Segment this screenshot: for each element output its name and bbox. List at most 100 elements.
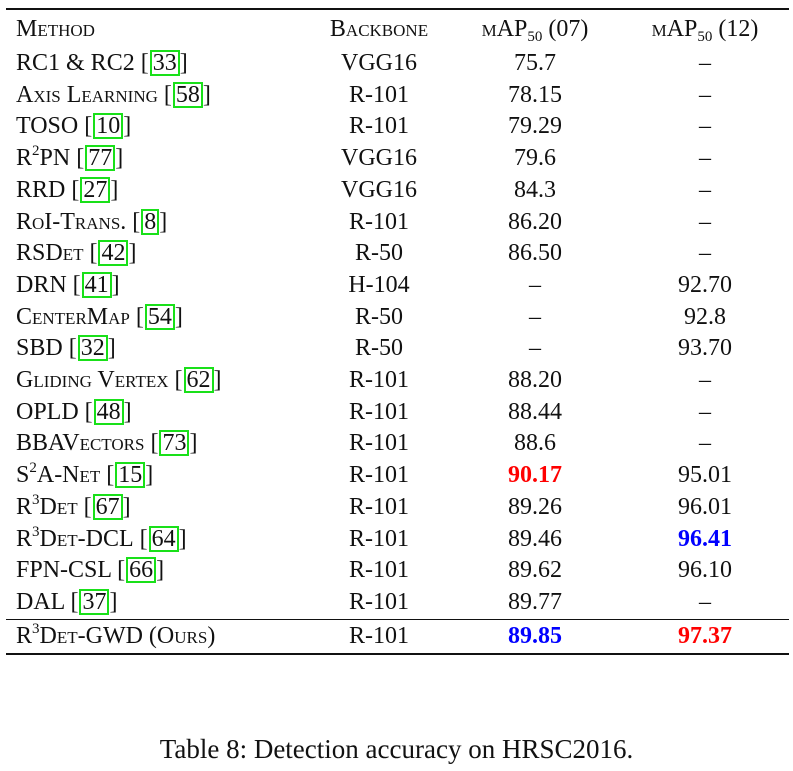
map07-value: –	[529, 303, 541, 330]
table-row: OPLD [48] R-101 88.44 –	[6, 397, 789, 429]
citation-link[interactable]: 54	[144, 303, 175, 330]
map12-cell: –	[621, 428, 789, 460]
method-cell: CenterMap [54]	[16, 303, 183, 330]
backbone-value: R-101	[349, 622, 409, 649]
method-name: TOSO	[16, 113, 79, 140]
map12-cell: –	[621, 175, 789, 207]
table-row: TOSO [10] R-101 79.29 –	[6, 111, 789, 143]
citation-link[interactable]: 33	[149, 50, 180, 76]
method-name: DRN	[16, 271, 67, 298]
mid-rule	[6, 618, 789, 620]
citation-link[interactable]: 15	[115, 462, 146, 489]
table-row: CenterMap [54] R-50 – 92.8	[6, 302, 789, 334]
citation-link[interactable]: 64	[148, 525, 179, 552]
header-row: Method Backbone mAP50 (07) mAP50 (12)	[6, 10, 789, 48]
method-name: RRD	[16, 176, 66, 203]
header-map07-prefix: mAP	[481, 16, 528, 42]
method-cell: RRD [27]	[16, 176, 119, 203]
map12-value: –	[699, 81, 711, 108]
backbone-value: R-101	[349, 113, 409, 140]
citation-link[interactable]: 73	[159, 430, 190, 457]
backbone-value: R-101	[349, 462, 409, 489]
hrsc2016-table: Method Backbone mAP50 (07) mAP50 (12) RC…	[6, 10, 789, 619]
backbone-cell: R-101	[309, 207, 449, 239]
citation-link[interactable]: 62	[183, 367, 214, 394]
backbone-value: R-101	[349, 588, 409, 615]
map12-cell: 92.70	[621, 270, 789, 302]
backbone-value: R-101	[349, 525, 409, 552]
backbone-value: R-101	[349, 398, 409, 425]
map07-cell: 88.20	[449, 365, 621, 397]
method-cell: RC1 & RC2 [33]	[16, 50, 188, 76]
map12-value: –	[699, 398, 711, 425]
backbone-value: VGG16	[341, 145, 417, 172]
method-name-suffix: PN	[39, 145, 71, 172]
table-row: RoI-Trans. [8] R-101 86.20 –	[6, 207, 789, 239]
backbone-cell: VGG16	[309, 143, 449, 175]
map07-cell: 88.6	[449, 428, 621, 460]
method-cell: R3Det-DCL [64]	[16, 523, 187, 552]
method-name: FPN-CSL	[16, 557, 112, 584]
method-cell: DRN [41]	[16, 271, 120, 298]
citation-link[interactable]: 42	[98, 240, 129, 267]
map12-cell: –	[621, 587, 789, 619]
citation-link[interactable]: 37	[79, 588, 110, 615]
header-map07: mAP50 (07)	[449, 10, 621, 48]
backbone-value: VGG16	[341, 50, 417, 76]
method-name: DAL	[16, 588, 65, 615]
bottom-rule	[6, 652, 789, 655]
citation-link[interactable]: 41	[81, 271, 112, 298]
map07-value: 90.17	[508, 462, 562, 489]
citation-link[interactable]: 32	[77, 335, 108, 362]
map07-cell: 78.15	[449, 80, 621, 112]
map12-value: 96.10	[678, 557, 732, 584]
citation-link[interactable]: 27	[80, 176, 111, 203]
map12-cell: –	[621, 207, 789, 239]
map07-value: –	[529, 271, 541, 298]
method-cell: RSDet [42]	[16, 240, 137, 267]
backbone-value: R-50	[355, 303, 403, 330]
method-name: R	[16, 493, 33, 520]
citation-link[interactable]: 8	[141, 208, 160, 235]
map12-value: 95.01	[678, 462, 732, 489]
map12-cell: 96.01	[621, 492, 789, 524]
method-cell: BBAVectors [73]	[16, 430, 198, 457]
citation-link[interactable]: 77	[85, 145, 116, 172]
map07-cell: 79.6	[449, 143, 621, 175]
ours-body: R3Det-GWD (Ours) R-101 89.85 97.37	[6, 620, 789, 653]
map07-cell: 89.85	[449, 620, 621, 653]
method-superscript: 3	[32, 491, 40, 508]
map12-cell: –	[621, 80, 789, 112]
map07-cell: 89.62	[449, 555, 621, 587]
citation-link[interactable]: 67	[92, 493, 123, 520]
citation-link[interactable]: 66	[126, 557, 157, 584]
method-name: S	[16, 462, 30, 489]
map07-value: 89.77	[508, 588, 562, 615]
citation-link[interactable]: 48	[93, 398, 124, 425]
map12-value: –	[699, 240, 711, 267]
header-map12-prefix: mAP	[651, 16, 698, 42]
method-name: SBD	[16, 335, 63, 362]
map12-cell: –	[621, 397, 789, 429]
backbone-cell: VGG16	[309, 175, 449, 207]
map07-cell: 88.44	[449, 397, 621, 429]
backbone-value: R-101	[349, 81, 409, 108]
map07-value: 75.7	[514, 50, 556, 76]
table-row: RC1 & RC2 [33] VGG16 75.7 –	[6, 48, 789, 80]
map07-value: 88.44	[508, 398, 562, 425]
backbone-value: R-101	[349, 208, 409, 235]
citation-link[interactable]: 58	[172, 81, 203, 108]
header-method: Method	[16, 16, 95, 42]
citation-link[interactable]: 10	[93, 113, 124, 140]
backbone-cell: R-101	[309, 555, 449, 587]
map12-value: 93.70	[678, 335, 732, 362]
method-cell: R3Det-GWD (Ours)	[6, 620, 309, 653]
method-cell: DAL [37]	[16, 588, 118, 615]
map07-cell: 89.26	[449, 492, 621, 524]
map12-value: 92.70	[678, 271, 732, 298]
method-cell: FPN-CSL [66]	[16, 557, 165, 584]
method-name: RSDet	[16, 240, 84, 267]
method-name-suffix: A-Net	[36, 462, 101, 489]
backbone-cell: R-101	[309, 111, 449, 143]
method-name: R	[16, 525, 33, 552]
